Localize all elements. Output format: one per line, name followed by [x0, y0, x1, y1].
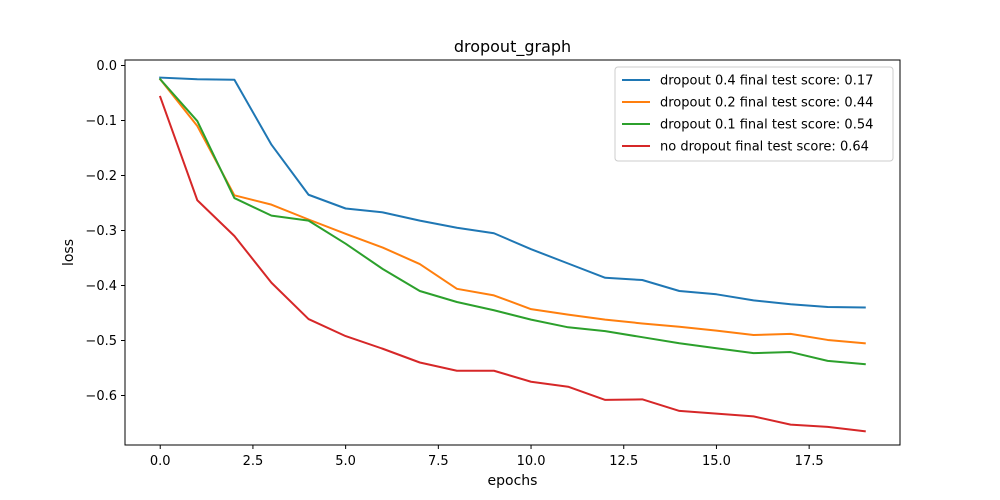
- x-tick-label: 17.5: [795, 454, 824, 469]
- y-tick-label: −0.4: [85, 279, 117, 294]
- legend-label-3: no dropout final test score: 0.64: [660, 140, 869, 155]
- legend-label-2: dropout 0.1 final test score: 0.54: [660, 118, 873, 133]
- x-tick-label: 0.0: [150, 454, 171, 469]
- y-tick-label: −0.2: [85, 169, 117, 184]
- plot-area: [158, 76, 866, 433]
- series-line-2: [158, 77, 866, 366]
- legend-label-1: dropout 0.2 final test score: 0.44: [660, 96, 873, 111]
- y-tick-label: 0.0: [96, 59, 117, 74]
- chart-title: dropout_graph: [454, 37, 571, 57]
- legend-label-0: dropout 0.4 final test score: 0.17: [660, 74, 873, 89]
- legend-box: [614, 66, 894, 162]
- x-axis-label: epochs: [488, 473, 538, 489]
- y-tick-label: −0.6: [85, 389, 117, 404]
- series-line-0: [159, 76, 866, 309]
- x-tick-label: 2.5: [243, 454, 264, 469]
- y-tick-label: −0.5: [85, 334, 117, 349]
- x-tick-label: 15.0: [702, 454, 731, 469]
- x-tick-label: 12.5: [609, 454, 638, 469]
- y-axis: 0.0 −0.1 −0.2 −0.3 −0.4 −0.5 −0.6: [85, 59, 125, 404]
- y-tick-label: −0.1: [85, 114, 117, 129]
- legend: dropout 0.4 final test score: 0.17 dropou…: [614, 66, 894, 162]
- x-tick-label: 5.0: [335, 454, 356, 469]
- axes-frame: [124, 59, 901, 446]
- x-tick-label: 7.5: [428, 454, 449, 469]
- y-tick-label: −0.3: [85, 224, 117, 239]
- series-line-1: [158, 77, 866, 345]
- x-axis: 0.0 2.5 5.0 7.5 10.0 12.5 15.0 17.5: [150, 445, 824, 469]
- series-line-3: [158, 95, 866, 433]
- y-axis-label: loss: [61, 239, 77, 266]
- x-tick-label: 10.0: [517, 454, 546, 469]
